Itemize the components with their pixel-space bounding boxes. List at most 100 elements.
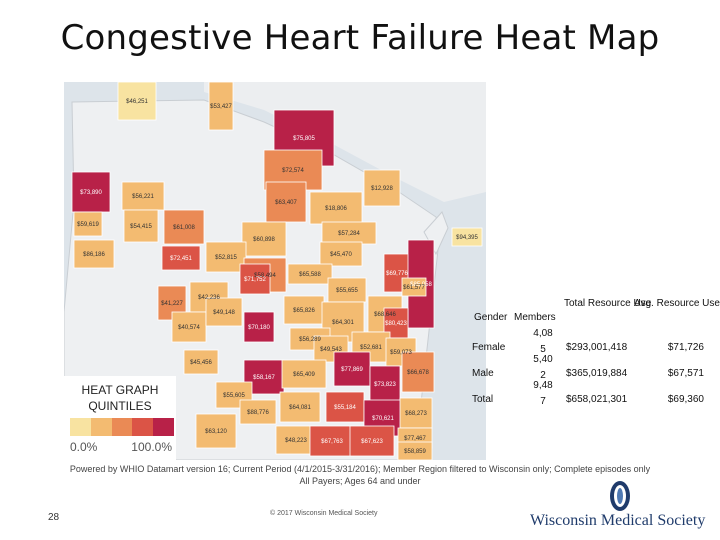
logo-emblem-icon bbox=[610, 481, 630, 511]
county-region[interactable] bbox=[205, 241, 247, 273]
county-value-label: $77,467 bbox=[404, 436, 426, 442]
county-value-label: $65,588 bbox=[299, 272, 321, 278]
row-total-total: $658,021,301 bbox=[566, 394, 628, 405]
county-region[interactable] bbox=[369, 365, 401, 403]
county-value-label: $68,273 bbox=[405, 411, 427, 417]
county-region[interactable] bbox=[399, 397, 433, 429]
county-region[interactable] bbox=[363, 169, 401, 207]
legend-title-line2: QUINTILES bbox=[88, 399, 152, 413]
copyright-text: © 2017 Wisconsin Medical Society bbox=[270, 510, 378, 517]
county-region[interactable] bbox=[239, 263, 271, 295]
county-value-label: $56,221 bbox=[132, 194, 154, 200]
county-region[interactable] bbox=[71, 171, 111, 213]
row-male-total: $365,019,884 bbox=[566, 368, 628, 379]
county-region[interactable] bbox=[241, 221, 287, 257]
legend-title: HEAT GRAPH QUINTILES bbox=[64, 382, 176, 414]
county-region[interactable] bbox=[281, 359, 327, 389]
county-value-label: $58,167 bbox=[253, 375, 275, 381]
county-value-label: $45,456 bbox=[190, 360, 212, 366]
county-value-label: $65,826 bbox=[293, 308, 315, 314]
county-region[interactable] bbox=[195, 413, 237, 449]
county-region[interactable] bbox=[287, 263, 333, 285]
county-region[interactable] bbox=[208, 82, 234, 131]
county-region[interactable] bbox=[333, 351, 371, 387]
county-region[interactable] bbox=[309, 425, 355, 457]
county-value-label: $71,752 bbox=[244, 277, 266, 283]
county-value-label: $64,081 bbox=[289, 405, 311, 411]
county-value-label: $70,621 bbox=[372, 416, 394, 422]
county-value-label: $55,655 bbox=[336, 288, 358, 294]
row-total-avg: $69,360 bbox=[667, 394, 704, 405]
footnote-line1: Powered by WHIO Datamart version 16; Cur… bbox=[69, 464, 651, 474]
county-value-label: $58,859 bbox=[404, 449, 426, 455]
county-value-label: $60,898 bbox=[253, 237, 275, 243]
county-region[interactable] bbox=[401, 277, 427, 297]
county-value-label: $80,423 bbox=[385, 321, 407, 327]
county-value-label: $73,823 bbox=[374, 382, 396, 388]
county-value-label: $61,577 bbox=[403, 285, 425, 291]
county-region[interactable] bbox=[349, 425, 395, 457]
slide-title: Congestive Heart Failure Heat Map bbox=[60, 18, 660, 58]
legend-swatch-1 bbox=[70, 418, 91, 436]
county-region[interactable] bbox=[451, 227, 483, 247]
row-male-avg: $67,571 bbox=[667, 368, 704, 379]
county-region[interactable] bbox=[309, 191, 363, 225]
county-region[interactable] bbox=[283, 295, 325, 325]
county-region[interactable] bbox=[239, 399, 277, 425]
county-region[interactable] bbox=[397, 441, 433, 460]
county-region[interactable] bbox=[73, 211, 103, 237]
county-value-label: $63,120 bbox=[205, 429, 227, 435]
county-region[interactable] bbox=[319, 241, 363, 267]
row-total-members: 9,48 7 bbox=[533, 380, 553, 407]
county-value-label: $48,223 bbox=[285, 438, 307, 444]
heat-legend: HEAT GRAPH QUINTILES 0.0% 100.0% bbox=[64, 376, 176, 460]
county-region[interactable] bbox=[73, 239, 115, 269]
legend-max-label: 100.0% bbox=[131, 440, 172, 454]
stats-table: Total Resource Use Avg. Resource Use Gen… bbox=[470, 296, 720, 416]
county-value-label: $49,148 bbox=[213, 310, 235, 316]
county-value-label: $59,619 bbox=[77, 222, 99, 228]
header-total-resource: Total Resource Use bbox=[564, 298, 652, 309]
county-region[interactable] bbox=[243, 311, 275, 343]
county-region[interactable] bbox=[275, 425, 317, 455]
county-region[interactable] bbox=[163, 209, 205, 245]
logo-text: Wisconsin Medical Society bbox=[530, 512, 706, 529]
county-value-label: $65,409 bbox=[293, 372, 315, 378]
county-region[interactable] bbox=[171, 311, 207, 343]
header-gender: Gender bbox=[474, 312, 508, 323]
county-value-label: $73,890 bbox=[80, 190, 102, 196]
county-value-label: $61,008 bbox=[173, 225, 195, 231]
county-region[interactable] bbox=[117, 82, 157, 121]
row-female-avg: $71,726 bbox=[667, 342, 704, 353]
county-value-label: $49,543 bbox=[320, 347, 342, 353]
footnote-line2: All Payers; Ages 64 and under bbox=[299, 476, 421, 486]
county-region[interactable] bbox=[279, 391, 321, 423]
county-value-label: $75,805 bbox=[293, 136, 315, 142]
county-value-label: $45,470 bbox=[330, 252, 352, 258]
county-value-label: $77,869 bbox=[341, 367, 363, 373]
county-region[interactable] bbox=[401, 351, 435, 393]
society-logo: Wisconsin Medical Society bbox=[528, 478, 714, 534]
county-value-label: $68,646 bbox=[374, 312, 396, 318]
county-value-label: $55,184 bbox=[334, 405, 356, 411]
county-value-label: $54,415 bbox=[130, 224, 152, 230]
legend-color-scale bbox=[70, 418, 174, 436]
county-region[interactable] bbox=[161, 245, 201, 271]
county-value-label: $18,806 bbox=[325, 206, 347, 212]
county-region[interactable] bbox=[123, 209, 159, 243]
county-value-label: $66,678 bbox=[407, 370, 429, 376]
row-male-gender: Male bbox=[472, 368, 494, 379]
county-region[interactable] bbox=[205, 297, 243, 327]
county-value-label: $94,395 bbox=[456, 235, 478, 241]
county-value-label: $55,605 bbox=[223, 393, 245, 399]
legend-min-label: 0.0% bbox=[70, 440, 98, 454]
row-male-members: 5,40 2 bbox=[533, 354, 553, 381]
county-value-label: $58,494 bbox=[254, 273, 276, 279]
county-value-label: $86,186 bbox=[83, 252, 105, 258]
wisconsin-map: $46,251 $53,427 $75,805 $72,574 $73,890 $56,2… bbox=[64, 82, 486, 460]
county-value-label: $41,227 bbox=[161, 301, 183, 307]
county-value-label: $59,073 bbox=[390, 350, 412, 356]
row-female-gender: Female bbox=[472, 342, 506, 353]
legend-swatch-5 bbox=[153, 418, 174, 436]
county-region[interactable] bbox=[183, 349, 219, 375]
